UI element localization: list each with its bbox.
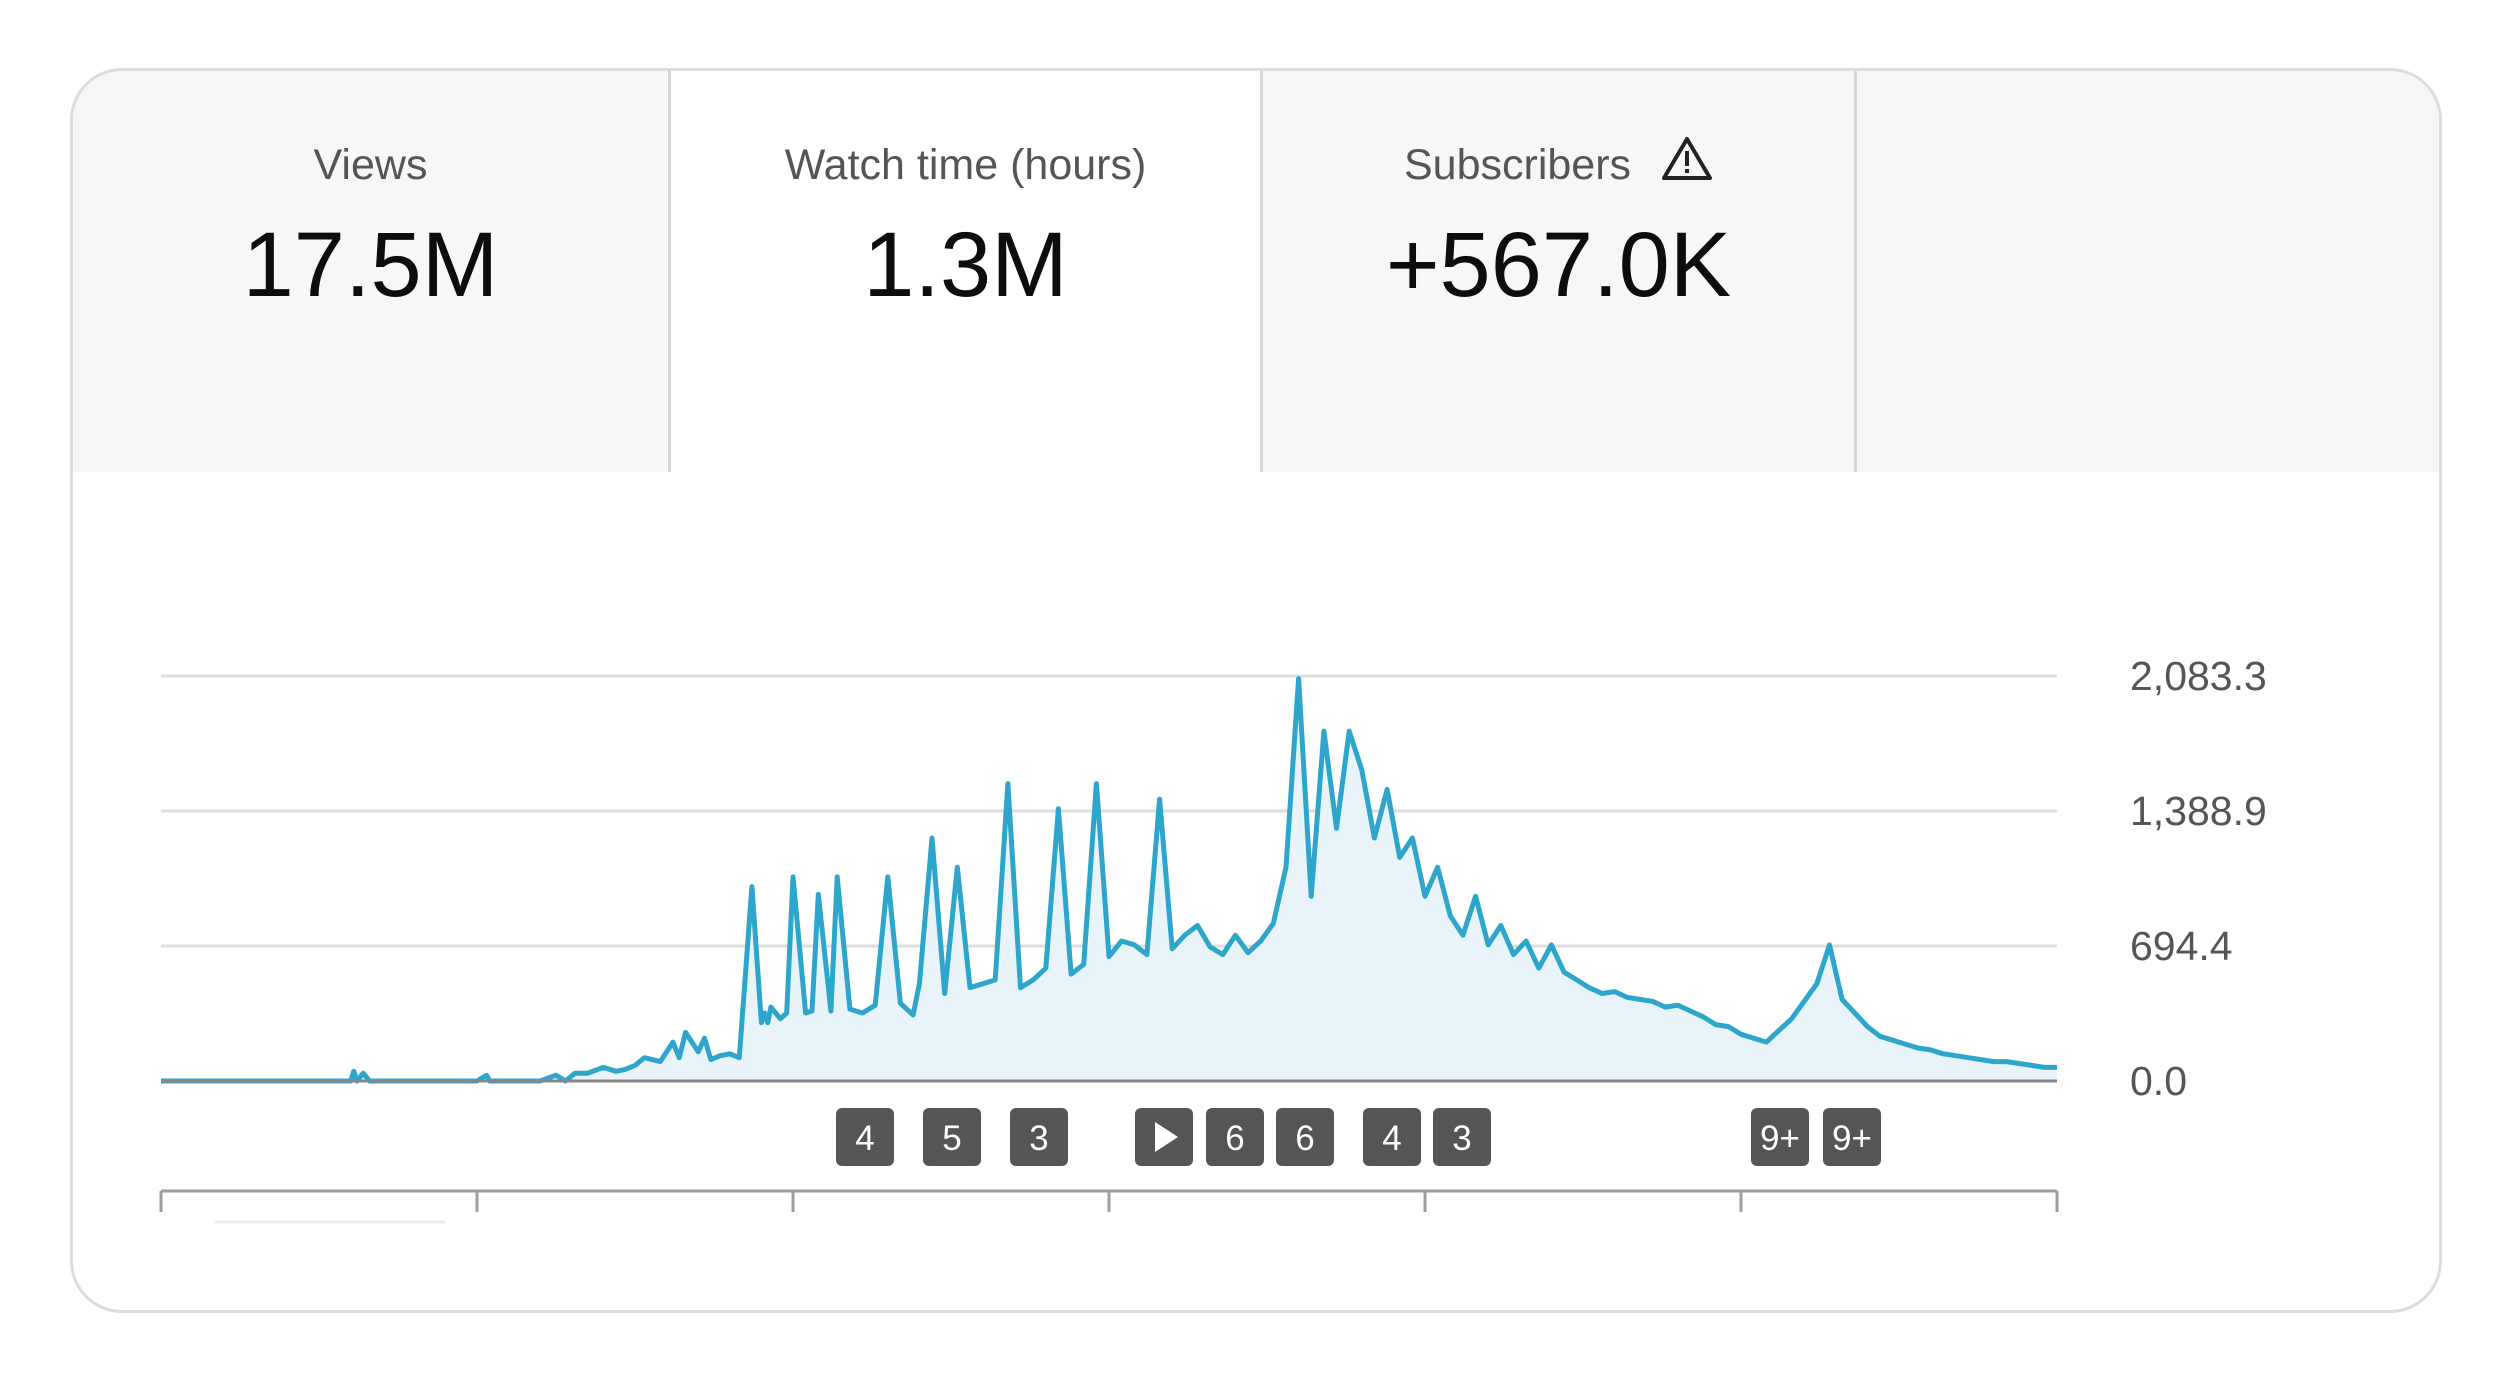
- marker-label: 9+: [1760, 1119, 1800, 1158]
- marker-label: 3: [1452, 1119, 1471, 1158]
- tab-subscribers-label: Subscribers: [1403, 141, 1632, 189]
- marker-label: 5: [942, 1119, 961, 1158]
- tab-divider: [1260, 71, 1263, 472]
- marker-badge[interactable]: 5: [923, 1108, 981, 1166]
- marker-label: 4: [1382, 1119, 1401, 1158]
- marker-badge[interactable]: 9+: [1823, 1108, 1881, 1166]
- x-axis: [159, 1189, 2059, 1224]
- y-tick-label: 2,083.3: [2130, 653, 2267, 699]
- annotation-markers[interactable]: 4 5 3 6 6 4 3 9+ 9+: [836, 1108, 1881, 1166]
- marker-bg: [1433, 1108, 1491, 1166]
- marker-badge[interactable]: 6: [1276, 1108, 1334, 1166]
- y-tick-label: 694.4: [2130, 923, 2233, 969]
- tab-views-label: Views: [313, 141, 428, 189]
- tab-subscribers-value: +567.0K: [1385, 214, 1732, 316]
- marker-bg: [1276, 1108, 1334, 1166]
- marker-badge[interactable]: 6: [1206, 1108, 1264, 1166]
- marker-label: 6: [1295, 1119, 1314, 1158]
- marker-bg: [1363, 1108, 1421, 1166]
- marker-label: 4: [855, 1119, 874, 1158]
- tab-subscribers[interactable]: Subscribers +567.0K: [1263, 71, 1854, 472]
- tab-divider: [668, 71, 671, 472]
- marker-bg: [1206, 1108, 1264, 1166]
- y-tick-label: 0.0: [2130, 1058, 2187, 1104]
- marker-label: 3: [1029, 1119, 1048, 1158]
- marker-bg: [1751, 1108, 1809, 1166]
- play-icon: [1155, 1122, 1178, 1152]
- marker-badge[interactable]: 9+: [1751, 1108, 1809, 1166]
- series-area: [161, 678, 2057, 1081]
- y-tick-label: 1,388.9: [2130, 788, 2267, 834]
- tab-subscribers-label-wrap: Subscribers: [1263, 137, 1854, 192]
- series-line: [161, 676, 2057, 1084]
- marker-bg: [923, 1108, 981, 1166]
- tab-views[interactable]: Views 17.5M: [73, 71, 668, 472]
- tab-watch-time-value: 1.3M: [863, 214, 1068, 316]
- marker-badge[interactable]: 3: [1010, 1108, 1068, 1166]
- metric-tabs: Views 17.5M Watch time (hours) 1.3M Subs…: [73, 71, 2439, 472]
- marker-badge[interactable]: 4: [836, 1108, 894, 1166]
- tab-watch-time-label: Watch time (hours): [784, 141, 1147, 189]
- grid-lines: [161, 674, 2057, 948]
- tab-empty: [1857, 71, 2439, 472]
- tab-views-value: 17.5M: [242, 214, 499, 316]
- analytics-card: Views 17.5M Watch time (hours) 1.3M Subs…: [70, 68, 2442, 1313]
- marker-bg: [1823, 1108, 1881, 1166]
- marker-label: 6: [1225, 1119, 1244, 1158]
- y-axis-labels: 0.0 694.4 1,388.9 2,083.3: [2130, 653, 2267, 1104]
- marker-bg: [1010, 1108, 1068, 1166]
- marker-badge[interactable]: 4: [1363, 1108, 1421, 1166]
- marker-label: 9+: [1832, 1119, 1872, 1158]
- tab-divider: [1854, 71, 1857, 472]
- warning-icon: [1661, 135, 1713, 192]
- marker-play[interactable]: [1135, 1108, 1193, 1166]
- marker-bg: [836, 1108, 894, 1166]
- tab-watch-time[interactable]: Watch time (hours) 1.3M: [671, 71, 1260, 472]
- marker-badge[interactable]: 3: [1433, 1108, 1491, 1166]
